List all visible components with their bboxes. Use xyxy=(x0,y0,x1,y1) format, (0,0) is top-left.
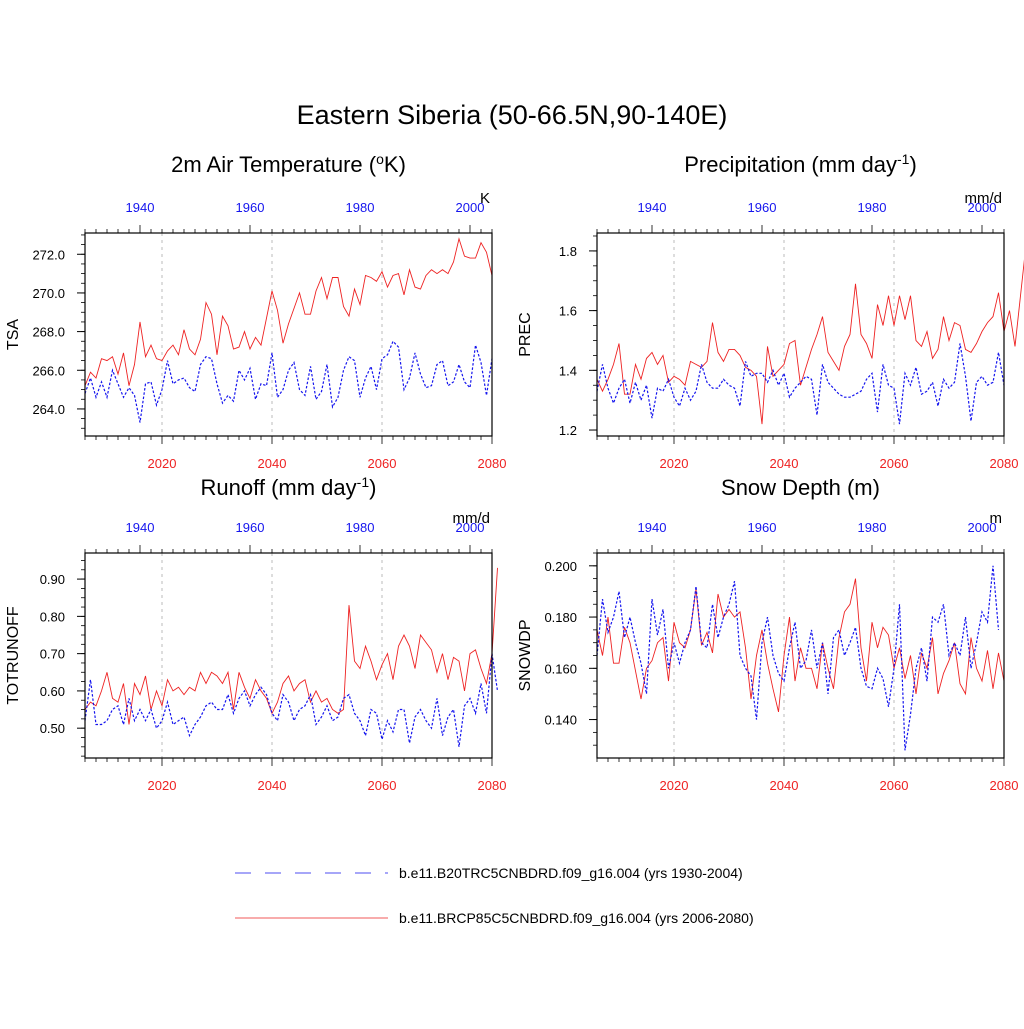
y-axis-label: TOTRUNOFF xyxy=(5,606,22,705)
panel-title-main: Runoff (mm day xyxy=(201,475,357,500)
x-bottom-tick-label: 2040 xyxy=(258,456,287,471)
plot-frame xyxy=(596,552,1005,759)
y-tick-label: 0.90 xyxy=(40,572,65,587)
x-bottom-tick-label: 2080 xyxy=(990,456,1019,471)
units-label: mm/d xyxy=(965,190,1003,207)
x-top-tick-label: 1980 xyxy=(858,520,887,535)
series-line-past xyxy=(596,565,1000,751)
x-top-tick-label: 1940 xyxy=(638,200,667,215)
panel-title-sup: o xyxy=(376,151,384,167)
x-bottom-tick-label: 2080 xyxy=(478,778,507,793)
y-tick-label: 0.160 xyxy=(544,661,577,676)
x-bottom-tick-label: 2040 xyxy=(258,778,287,793)
legend-label: b.e11.B20TRC5CNBDRD.f09_g16.004 (yrs 193… xyxy=(399,865,743,881)
x-top-tick-label: 1960 xyxy=(236,520,265,535)
x-bottom-tick-label: 2080 xyxy=(478,456,507,471)
plot-frame xyxy=(596,232,1005,437)
y-tick-label: 0.70 xyxy=(40,647,65,662)
y-tick-label: 0.80 xyxy=(40,609,65,624)
y-tick-label: 272.0 xyxy=(32,247,65,262)
x-bottom-tick-label: 2060 xyxy=(368,456,397,471)
x-bottom-tick-label: 2020 xyxy=(148,778,177,793)
units-label: m xyxy=(990,510,1003,527)
panel-title-end: ) xyxy=(369,475,376,500)
y-tick-label: 268.0 xyxy=(32,325,65,340)
x-top-tick-label: 1980 xyxy=(858,200,887,215)
x-bottom-tick-label: 2080 xyxy=(990,778,1019,793)
units-label: mm/d xyxy=(453,510,491,527)
x-bottom-tick-label: 2060 xyxy=(368,778,397,793)
series-line-future xyxy=(596,259,1024,425)
series-line-past xyxy=(84,340,493,423)
x-bottom-tick-label: 2040 xyxy=(770,456,799,471)
y-tick-label: 1.4 xyxy=(559,363,577,378)
panel-title-main: Snow Depth (m) xyxy=(721,475,880,500)
x-top-tick-label: 2000 xyxy=(456,200,485,215)
panel-title: 2m Air Temperature (oK) xyxy=(171,151,406,177)
x-top-tick-label: 1980 xyxy=(346,200,375,215)
chart-panel-totrunoff: Runoff (mm day-1) mm/d TOTRUNOFF 0.50 0.60 0.… xyxy=(5,474,506,793)
panel-title-main: 2m Air Temperature ( xyxy=(171,152,377,177)
series-line-future xyxy=(596,578,1005,713)
chart-panel-snowdp: Snow Depth (m) m SNOWDP 0.140 0.160 0.180 0.20… xyxy=(517,475,1018,793)
panel-title-end: K) xyxy=(384,152,406,177)
figure-title: Eastern Siberia (50-66.5N,90-140E) xyxy=(296,100,728,130)
y-axis-label: TSA xyxy=(5,319,22,350)
series-line-future xyxy=(84,237,493,386)
series-line-future xyxy=(84,567,498,725)
x-top-tick-label: 1940 xyxy=(126,200,155,215)
chart-panel-tsa: 2m Air Temperature (oK) K TSA 264.0 266.0 268… xyxy=(5,151,506,471)
chart-panel-prec: Precipitation (mm day-1) mm/d PREC 1.2 1.4 1.… xyxy=(517,151,1024,471)
x-bottom-tick-label: 2060 xyxy=(880,778,909,793)
plot-frame xyxy=(84,552,493,759)
panel-title: Precipitation (mm day-1) xyxy=(684,151,917,177)
y-tick-label: 0.60 xyxy=(40,684,65,699)
panel-title-main: Precipitation (mm day xyxy=(684,152,897,177)
x-bottom-tick-label: 2020 xyxy=(660,456,689,471)
y-tick-label: 270.0 xyxy=(32,286,65,301)
legend-label: b.e11.BRCP85C5CNBDRD.f09_g16.004 (yrs 20… xyxy=(399,910,754,926)
y-tick-label: 1.6 xyxy=(559,304,577,319)
x-top-tick-label: 1980 xyxy=(346,520,375,535)
plot-frame xyxy=(84,232,493,437)
series-line-past xyxy=(596,343,1005,425)
x-bottom-tick-label: 2040 xyxy=(770,778,799,793)
x-bottom-tick-label: 2020 xyxy=(148,456,177,471)
panel-title-sup: -1 xyxy=(357,474,370,490)
x-top-tick-label: 1960 xyxy=(236,200,265,215)
panel-title-end: ) xyxy=(909,152,916,177)
x-bottom-tick-label: 2060 xyxy=(880,456,909,471)
y-axis-label: PREC xyxy=(517,312,534,356)
x-top-tick-label: 2000 xyxy=(968,200,997,215)
y-tick-label: 266.0 xyxy=(32,363,65,378)
units-label: K xyxy=(480,190,490,207)
y-tick-label: 1.2 xyxy=(559,423,577,438)
y-tick-label: 1.8 xyxy=(559,244,577,259)
panel-title-sup: -1 xyxy=(897,151,910,167)
x-top-tick-label: 1940 xyxy=(126,520,155,535)
panel-title: Snow Depth (m) xyxy=(721,475,880,500)
x-top-tick-label: 2000 xyxy=(968,520,997,535)
panel-title: Runoff (mm day-1) xyxy=(201,474,377,500)
x-bottom-tick-label: 2020 xyxy=(660,778,689,793)
series-line-past xyxy=(84,653,499,747)
x-top-tick-label: 1940 xyxy=(638,520,667,535)
x-top-tick-label: 1960 xyxy=(748,200,777,215)
y-axis-label: SNOWDP xyxy=(517,620,534,692)
y-tick-label: 0.200 xyxy=(544,559,577,574)
x-top-tick-label: 1960 xyxy=(748,520,777,535)
y-tick-label: 264.0 xyxy=(32,402,65,417)
y-tick-label: 0.140 xyxy=(544,713,577,728)
y-tick-label: 0.50 xyxy=(40,721,65,736)
x-top-tick-label: 2000 xyxy=(456,520,485,535)
y-tick-label: 0.180 xyxy=(544,610,577,625)
legend: b.e11.B20TRC5CNBDRD.f09_g16.004 (yrs 193… xyxy=(235,865,754,926)
